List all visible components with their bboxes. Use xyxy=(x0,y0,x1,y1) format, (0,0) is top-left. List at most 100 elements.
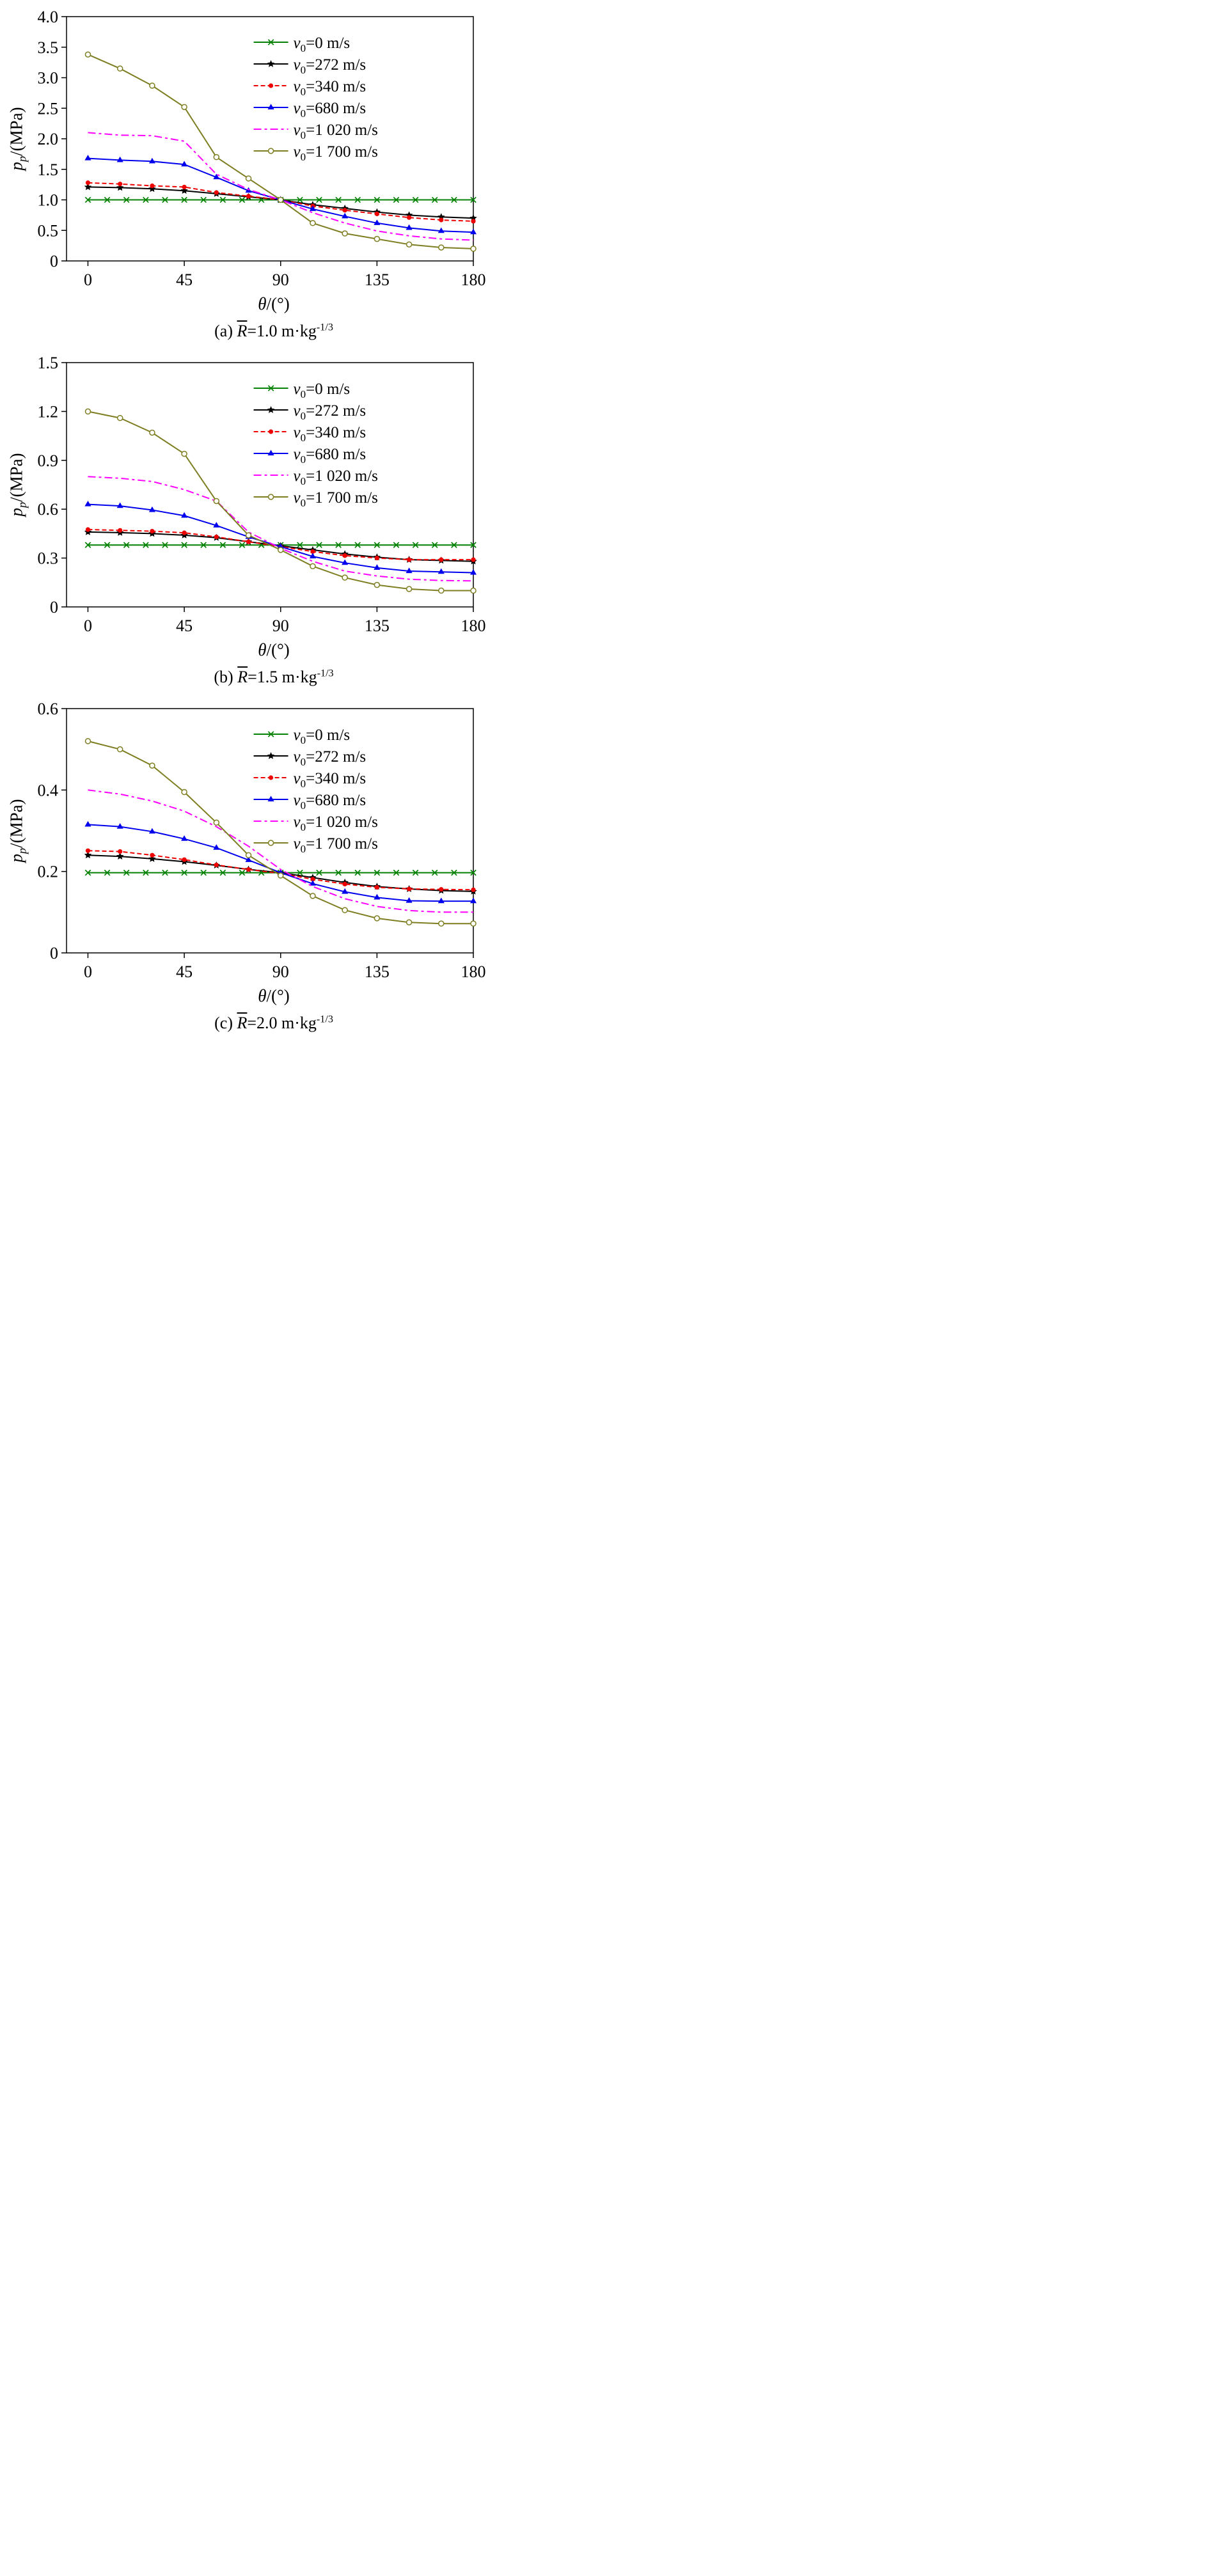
plot-wrap-a: 0 0.5 1.0 1.5 2.0 2.5 3.0 3.5 4.0 0 45 90 135 180 v0=0… xyxy=(4,8,498,294)
legend-item-v0-340: v0=340 m/s xyxy=(253,78,367,98)
x-marker xyxy=(316,196,322,203)
open-circle-marker xyxy=(267,494,274,500)
series-line xyxy=(88,789,473,913)
legend-item-v0-1020: v0=1 020 m/s xyxy=(253,467,378,487)
x-marker xyxy=(181,196,187,203)
triangle-marker xyxy=(245,856,252,862)
x-marker xyxy=(374,869,381,876)
dot-marker xyxy=(268,83,274,88)
chart-caption-b: (b) R=1.5 m·kg-1/3 xyxy=(4,668,498,687)
open-circle-marker xyxy=(310,563,316,570)
x-label-units: /(°) xyxy=(266,294,290,313)
x-marker xyxy=(162,542,168,549)
x-marker xyxy=(143,542,149,549)
series-v0-680 xyxy=(84,501,477,575)
x-tick-label: 180 xyxy=(461,617,486,635)
y-tick-label: 0 xyxy=(50,598,58,617)
open-circle-marker xyxy=(470,920,477,927)
x-tick-label: 135 xyxy=(365,962,390,981)
y-tick-label: 2.0 xyxy=(38,130,59,148)
open-circle-marker xyxy=(181,104,187,111)
caption-rbar-symbol: R xyxy=(237,668,248,686)
chart-caption-c: (c) R=2.0 m·kg-1/3 xyxy=(4,1014,498,1033)
x-marker xyxy=(219,196,226,203)
triangle-marker xyxy=(267,796,274,802)
open-circle-marker xyxy=(470,587,477,594)
dot-marker xyxy=(342,553,347,558)
dot-marker xyxy=(246,867,251,872)
y-tick-label: 2.5 xyxy=(38,99,59,118)
x-marker xyxy=(451,869,457,876)
y-axis-label-c: pp/(MPa) xyxy=(6,799,29,862)
x-marker xyxy=(123,869,130,876)
x-marker xyxy=(354,542,361,549)
caption-exponent: -1/3 xyxy=(316,322,333,333)
x-marker xyxy=(297,542,303,549)
open-circle-marker xyxy=(277,196,284,203)
y-tick-label: 3.5 xyxy=(38,38,59,57)
caption-exponent: -1/3 xyxy=(317,668,334,679)
series-v0-1020 xyxy=(88,476,474,582)
y-tick-label: 0.2 xyxy=(38,863,59,881)
x-tick-label: 0 xyxy=(84,617,92,635)
y-label-symbol: p xyxy=(6,854,26,863)
triangle-marker xyxy=(374,564,381,570)
x-marker xyxy=(393,542,400,549)
open-circle-marker xyxy=(277,547,284,553)
dot-marker xyxy=(85,180,91,185)
triangle-marker xyxy=(470,569,477,575)
y-axis-label-a: pp/(MPa) xyxy=(6,107,29,170)
x-tick-label: 45 xyxy=(176,271,193,289)
y-label-subscript: p xyxy=(15,847,29,854)
dot-marker xyxy=(471,887,476,892)
x-marker xyxy=(335,196,342,203)
triangle-marker xyxy=(181,512,188,518)
dot-marker xyxy=(85,527,91,532)
legend-label: v0=340 m/s xyxy=(294,78,367,98)
x-marker xyxy=(104,196,111,203)
y-label-symbol: p xyxy=(6,162,26,171)
x-marker xyxy=(143,196,149,203)
open-circle-marker xyxy=(245,532,252,538)
y-label-subscript: p xyxy=(15,501,29,508)
caption-value: =1.0 m·kg xyxy=(247,322,317,340)
triangle-marker xyxy=(438,227,445,233)
x-marker xyxy=(393,196,400,203)
triangle-marker xyxy=(438,897,445,904)
x-marker xyxy=(431,196,438,203)
star-marker xyxy=(148,854,156,862)
dot-marker xyxy=(439,557,444,562)
x-marker xyxy=(431,542,438,549)
dot-marker xyxy=(214,190,219,195)
open-circle-marker xyxy=(406,919,413,925)
caption-rbar-symbol: R xyxy=(237,322,248,340)
x-marker xyxy=(200,542,207,549)
chart-caption-a: (a) R=1.0 m·kg-1/3 xyxy=(4,322,498,341)
x-tick-label: 45 xyxy=(176,617,193,635)
dot-marker xyxy=(214,534,219,540)
series-v0-1700 xyxy=(84,408,477,594)
x-marker xyxy=(219,542,226,549)
x-label-symbol: θ xyxy=(258,640,267,659)
triangle-marker xyxy=(148,828,155,834)
caption-prefix: (c) xyxy=(214,1014,237,1032)
dot-marker xyxy=(342,881,347,887)
y-tick-label: 1.5 xyxy=(38,354,59,372)
series-v0-680 xyxy=(84,155,477,235)
dot-marker xyxy=(471,557,476,562)
x-marker xyxy=(412,869,419,876)
x-tick-label: 90 xyxy=(272,617,289,635)
legend-label: v0=340 m/s xyxy=(294,770,367,790)
y-tick-label: 4.0 xyxy=(38,8,59,26)
legend-item-v0-340: v0=340 m/s xyxy=(253,424,366,444)
triangle-marker xyxy=(267,104,274,110)
x-marker xyxy=(123,196,130,203)
x-marker xyxy=(470,869,477,876)
dot-marker xyxy=(374,884,379,890)
figure-page: 0 0.5 1.0 1.5 2.0 2.5 3.0 3.5 4.0 0 45 90 135 180 v0=0… xyxy=(0,0,499,1061)
x-label-units: /(°) xyxy=(266,640,290,659)
series-line xyxy=(88,476,474,582)
star-marker xyxy=(267,60,275,67)
series-v0-1020 xyxy=(88,789,473,913)
x-marker xyxy=(123,542,130,549)
